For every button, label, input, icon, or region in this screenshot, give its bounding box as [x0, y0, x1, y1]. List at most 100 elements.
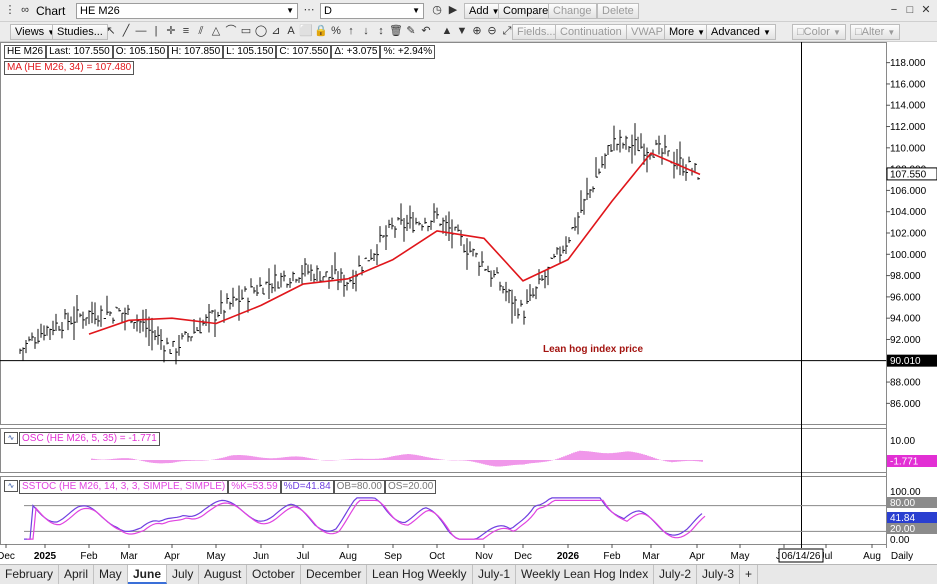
more-label: More	[669, 26, 695, 38]
drag-handle-icon[interactable]: ⋮	[4, 4, 16, 16]
pointer-icon[interactable]: ↖	[106, 25, 116, 37]
sstoc-legend[interactable]: ∿ SSTOC (HE M26, 14, 3, 3, SIMPLE, SIMPL…	[4, 480, 437, 494]
alter-button[interactable]: □Alter ▼	[850, 24, 901, 40]
compare-button[interactable]: Compare	[498, 3, 554, 19]
horizontal-line-icon[interactable]: ―	[135, 25, 147, 37]
note-icon[interactable]: ⬜	[299, 25, 313, 37]
symbol-value: HE M26	[80, 5, 120, 17]
channel-icon[interactable]: ⫽	[198, 25, 204, 37]
minimize-icon[interactable]: −	[890, 4, 898, 16]
alter-label: Alter	[861, 26, 885, 38]
tab-october[interactable]: October	[247, 565, 301, 584]
lock-icon[interactable]: 🔒	[314, 25, 328, 37]
scroll-down-icon[interactable]: ▼	[456, 25, 468, 37]
chart-area[interactable]: 118.000116.000114.000112.000110.000108.0…	[0, 42, 937, 564]
crosshair-icon[interactable]: ✛	[166, 25, 176, 37]
chart-toolbar: Views ▼ Studies... ↖ ╱ ― | ✛ ≡ ⫽ △ ⌒ ▭ ◯…	[0, 22, 937, 42]
ma-legend[interactable]: MA (HE M26, 34) = 107.480	[4, 61, 135, 75]
time-tick-label: May	[731, 551, 750, 562]
dropdown-arrow-icon: ▼	[763, 28, 771, 37]
study-icon: ∿	[4, 480, 18, 492]
last-price-box	[886, 167, 937, 181]
arrow-down-icon[interactable]: ↓	[363, 25, 369, 37]
views-button[interactable]: Views ▼	[10, 24, 61, 40]
osc-axis-label: 10.00	[890, 436, 915, 447]
trash-icon[interactable]: 🗑	[389, 25, 403, 37]
quote-open: O: 105.150	[112, 45, 169, 59]
stoch-axis-label: 41.84	[890, 513, 915, 524]
add-tab-button[interactable]: +	[740, 565, 759, 584]
osc-value-label: -1.771	[890, 457, 919, 468]
triangle-icon[interactable]: △	[211, 25, 221, 37]
vertical-line-icon[interactable]: |	[154, 25, 158, 37]
symbol-input[interactable]: HE M26 ▼	[76, 3, 298, 19]
dropdown-arrow-icon[interactable]: ▼	[286, 6, 294, 15]
arc-icon[interactable]: ⌒	[225, 25, 237, 37]
price-axis-bg	[887, 42, 937, 564]
tab-july[interactable]: July	[167, 565, 200, 584]
tab-april[interactable]: April	[59, 565, 95, 584]
undo-icon[interactable]: ↶	[421, 25, 431, 37]
main-toolbar: ⋮ ∞ Chart HE M26 ▼ ⋯ D ▼ ◷ ▶ Add ▼ Compa…	[0, 0, 937, 22]
tab-lean-hog-weekly[interactable]: Lean Hog Weekly	[367, 565, 473, 584]
last-price-label: 107.550	[890, 169, 927, 180]
tab-august[interactable]: August	[199, 565, 248, 584]
tab-july-2[interactable]: July-2	[654, 565, 698, 584]
sstoc-label: SSTOC (HE M26, 14, 3, 3, SIMPLE, SIMPLE)	[19, 480, 229, 494]
text-tool-icon[interactable]: A	[287, 25, 295, 37]
vwap-button[interactable]: VWAP	[626, 24, 668, 40]
close-icon[interactable]: ✕	[921, 4, 931, 16]
play-icon[interactable]: ▶	[448, 4, 458, 16]
scale-icon[interactable]: ↕	[378, 25, 384, 37]
stoch-k-line	[24, 497, 703, 540]
continuation-button[interactable]: Continuation	[555, 24, 627, 40]
price-tick-label: 116.000	[890, 79, 926, 90]
study-icon: ∿	[4, 432, 18, 444]
dropdown-arrow-icon[interactable]: ▼	[412, 6, 420, 15]
time-tick-label: Sep	[384, 551, 402, 562]
zoom-in-icon[interactable]: ⊕	[472, 25, 482, 37]
advanced-button[interactable]: Advanced ▼	[706, 24, 776, 40]
price-tick-label: 94.000	[890, 314, 921, 325]
clock-icon[interactable]: ◷	[432, 4, 442, 16]
price-chart[interactable]: 118.000116.000114.000112.000110.000108.0…	[0, 42, 937, 564]
fibonacci-icon[interactable]: ≡	[182, 25, 190, 37]
crosshair-price-label: 90.010	[890, 356, 921, 367]
chart-tabs-bar: February April May June July August October Dec…	[0, 564, 937, 584]
tab-december[interactable]: December	[301, 565, 368, 584]
symbol-search-icon[interactable]: ⋯	[303, 4, 315, 16]
gann-icon[interactable]: ⊿	[271, 25, 281, 37]
price-tick-label: 102.000	[890, 229, 927, 240]
time-tick-label: Oct	[429, 551, 445, 562]
crosshair-date-box	[778, 548, 824, 563]
line-tool-icon[interactable]: ╱	[122, 25, 130, 37]
link-icon[interactable]: ∞	[21, 4, 29, 16]
time-tick-label: May	[207, 551, 226, 562]
fields-button[interactable]: Fields...	[512, 24, 561, 40]
scroll-up-icon[interactable]: ▲	[441, 25, 453, 37]
tab-weekly-lean-hog-index[interactable]: Weekly Lean Hog Index	[516, 565, 655, 584]
expand-icon[interactable]: ⤢	[502, 25, 512, 37]
tab-july-1[interactable]: July-1	[473, 565, 517, 584]
arrow-up-icon[interactable]: ↑	[348, 25, 354, 37]
tab-may[interactable]: May	[94, 565, 128, 584]
tab-july-3[interactable]: July-3	[697, 565, 741, 584]
osc-legend[interactable]: ∿ OSC (HE M26, 5, 35) = -1.771	[4, 432, 160, 446]
time-tick-label: Nov	[475, 551, 493, 562]
delete-button[interactable]: Delete	[597, 3, 639, 19]
tab-june[interactable]: June	[128, 565, 168, 584]
color-button[interactable]: □Color ▼	[792, 24, 846, 40]
maximize-icon[interactable]: □	[906, 4, 914, 16]
change-button[interactable]: Change	[548, 3, 597, 19]
quote-change: Δ: +3.075	[331, 45, 381, 59]
time-tick-label: 2025	[34, 551, 57, 562]
tab-february[interactable]: February	[0, 565, 60, 584]
studies-button[interactable]: Studies...	[52, 24, 108, 40]
interval-select[interactable]: D ▼	[320, 3, 424, 19]
more-button[interactable]: More ▼	[664, 24, 711, 40]
zoom-out-icon[interactable]: ⊖	[487, 25, 497, 37]
rectangle-icon[interactable]: ▭	[240, 25, 252, 37]
percent-icon[interactable]: %	[331, 25, 341, 37]
ellipse-icon[interactable]: ◯	[254, 25, 268, 37]
eraser-icon[interactable]: ✎	[406, 25, 416, 37]
